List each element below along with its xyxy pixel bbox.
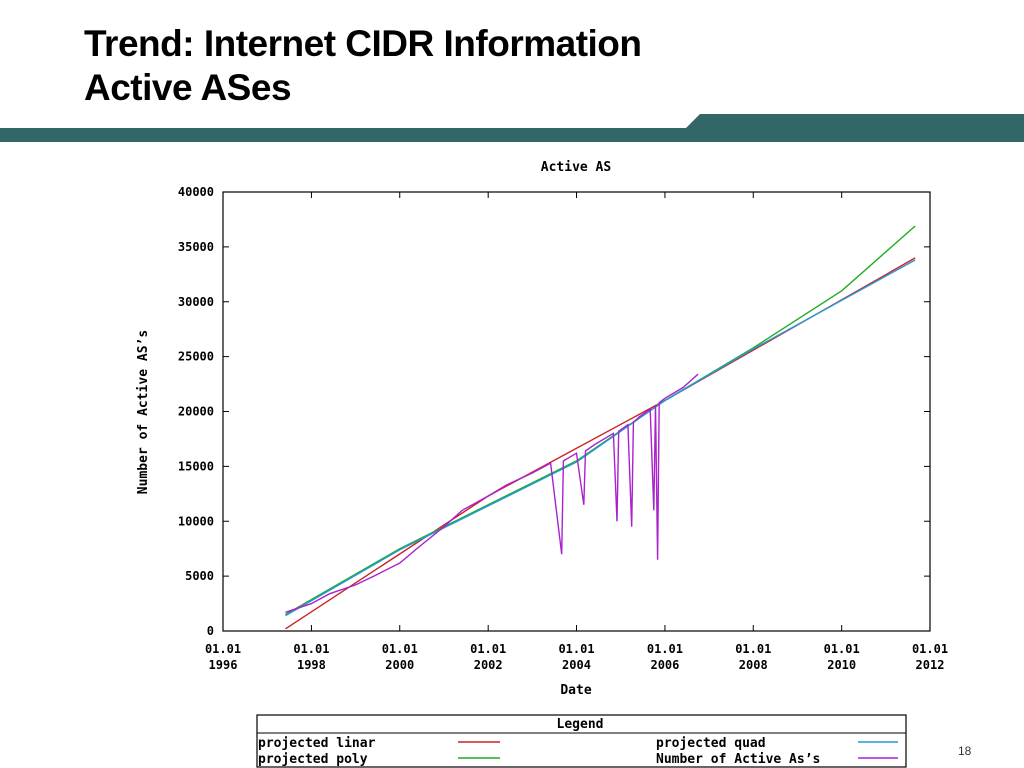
y-tick-label: 35000 — [178, 240, 214, 254]
slide-title-line-1: Trend: Internet CIDR Information — [84, 23, 642, 64]
y-tick-label: 10000 — [178, 514, 214, 528]
x-tick-label: 2006 — [650, 658, 679, 672]
series-line-2 — [285, 259, 916, 617]
x-tick-label: 2000 — [385, 658, 414, 672]
legend-title: Legend — [557, 717, 604, 732]
y-tick-label: 25000 — [178, 350, 214, 364]
x-tick-label: 1998 — [297, 658, 326, 672]
x-tick-label: 2004 — [562, 658, 591, 672]
y-tick-label: 0 — [207, 624, 214, 638]
y-tick-label: 5000 — [185, 569, 214, 583]
x-tick-label: 2012 — [916, 658, 945, 672]
y-tick-label: 40000 — [178, 185, 214, 199]
slide-title: Trend: Internet CIDR Information Active … — [84, 22, 642, 110]
x-tick-label: 01.01 — [205, 642, 241, 656]
x-axis: 01.01 1996 01.01 1998 01.01 2000 01.01 2002 01.0… — [205, 192, 948, 672]
x-tick-label: 01.01 — [647, 642, 683, 656]
x-tick-label: 2002 — [474, 658, 503, 672]
series-line-3 — [285, 373, 699, 613]
legend: Legend projected linar projected quad proj… — [256, 714, 907, 768]
y-axis: 0 5000 10000 15000 20000 25000 30000 35000 40000 — [178, 185, 930, 638]
plot-area — [222, 191, 931, 632]
legend-label: projected quad — [656, 736, 766, 751]
chart-title: Active AS — [541, 160, 612, 175]
legend-label: Number of Active As’s — [656, 752, 820, 767]
legend-label: projected linar — [258, 736, 376, 751]
header-banner — [0, 114, 1024, 142]
x-tick-label: 01.01 — [382, 642, 418, 656]
x-tick-label: 1996 — [209, 658, 238, 672]
y-tick-label: 15000 — [178, 459, 214, 473]
x-tick-label: 01.01 — [735, 642, 771, 656]
y-axis-label: Number of Active AS’s — [136, 330, 151, 494]
page-number: 18 — [958, 744, 972, 758]
series-layer — [285, 225, 916, 630]
x-tick-label: 01.01 — [824, 642, 860, 656]
y-tick-label: 30000 — [178, 295, 214, 309]
legend-box — [256, 714, 907, 768]
x-tick-label: 2008 — [739, 658, 768, 672]
x-tick-label: 01.01 — [558, 642, 594, 656]
x-tick-label: 01.01 — [912, 642, 948, 656]
y-tick-label: 20000 — [178, 405, 214, 419]
x-tick-label: 01.01 — [293, 642, 329, 656]
x-tick-label: 01.01 — [470, 642, 506, 656]
x-axis-label: Date — [560, 683, 591, 698]
slide-title-line-2: Active ASes — [84, 67, 292, 108]
legend-label: projected poly — [258, 752, 368, 767]
x-tick-label: 2010 — [827, 658, 856, 672]
